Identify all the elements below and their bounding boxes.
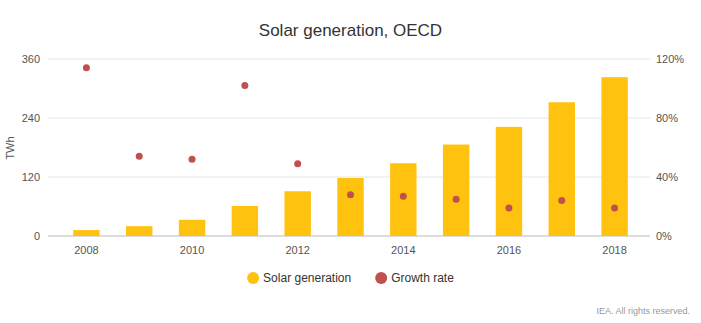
bar: [232, 206, 258, 236]
bar: [549, 102, 575, 236]
bar: [496, 127, 522, 236]
y-tick-label: 0: [34, 230, 40, 242]
point: [505, 204, 512, 211]
point: [453, 196, 460, 203]
legend: Solar generation Growth rate: [247, 271, 454, 285]
point: [558, 197, 565, 204]
x-tick-label: 2014: [391, 244, 415, 256]
y-tick-label: 240: [22, 112, 40, 124]
y2-tick: [650, 118, 653, 119]
y2-tick-label: 80%: [656, 112, 678, 124]
x-tick-label: 2018: [602, 244, 626, 256]
y-tick-label: 360: [22, 53, 40, 65]
y2-tick-label: 40%: [656, 171, 678, 183]
x-tick-label: 2008: [74, 244, 98, 256]
bar: [179, 220, 205, 236]
x-tick-label: 2010: [180, 244, 204, 256]
bar: [126, 226, 152, 236]
y-tick-label: 120: [22, 171, 40, 183]
y2-tick-label: 0%: [656, 230, 672, 242]
bar: [443, 145, 469, 236]
point: [294, 160, 301, 167]
chart-container: Solar generation, OECD TWh 0 120 240 360 0% 40%…: [0, 0, 701, 323]
point: [241, 82, 248, 89]
point: [347, 191, 354, 198]
legend-label: Growth rate: [391, 271, 454, 285]
source: IEA. All rights reserved.: [596, 306, 690, 316]
y2-tick: [650, 236, 653, 237]
x-tick-label: 2012: [285, 244, 309, 256]
point: [189, 156, 196, 163]
point: [83, 64, 90, 71]
legend-swatch: [375, 272, 387, 284]
point: [611, 204, 618, 211]
y2-tick-label: 120%: [656, 53, 684, 65]
legend-label: Solar generation: [263, 271, 351, 285]
marks: [73, 64, 628, 236]
chart: Solar generation, OECD TWh 0 120 240 360 0% 40%…: [0, 0, 701, 323]
x-tick-label: 2016: [497, 244, 521, 256]
bar: [390, 163, 416, 236]
bar: [73, 230, 99, 236]
title: Solar generation, OECD: [259, 21, 442, 40]
y-axis-label: TWh: [4, 136, 16, 159]
bar: [284, 191, 310, 236]
grid-line: [48, 59, 650, 60]
point: [400, 193, 407, 200]
bar: [337, 178, 363, 236]
legend-swatch: [247, 272, 259, 284]
y2-tick: [650, 177, 653, 178]
point: [136, 153, 143, 160]
bar: [601, 77, 627, 236]
y2-tick: [650, 59, 653, 60]
